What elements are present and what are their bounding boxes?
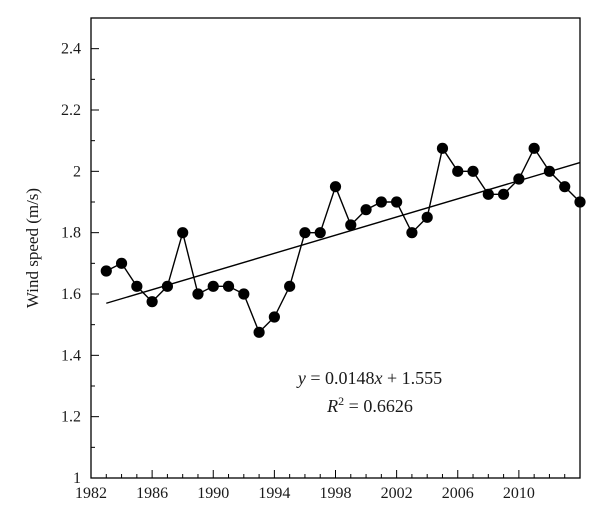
data-point bbox=[528, 142, 540, 154]
y-tick-label: 2 bbox=[73, 163, 81, 180]
y-axis-title: Wind speed (m/s) bbox=[23, 188, 42, 308]
data-point bbox=[482, 188, 494, 200]
data-point bbox=[222, 280, 235, 292]
data-point bbox=[574, 196, 586, 208]
r2-base: R bbox=[326, 396, 338, 416]
data-point bbox=[345, 219, 357, 231]
data-point bbox=[391, 196, 403, 208]
data-point bbox=[436, 142, 449, 154]
data-point bbox=[497, 188, 510, 200]
data-point bbox=[284, 280, 296, 292]
data-point bbox=[253, 326, 265, 338]
equation-lhs: y bbox=[296, 368, 306, 388]
data-point bbox=[161, 280, 174, 292]
y-tick-label: 1.4 bbox=[61, 347, 81, 364]
x-axis-ticks: 1982 1986 1990 1994 1998 2002 2006 2010 bbox=[75, 470, 581, 502]
y-tick-label: 2.4 bbox=[61, 41, 81, 58]
y-tick-label: 1 bbox=[73, 470, 81, 487]
r2-superscript: 2 bbox=[338, 394, 344, 408]
y-tick-label: 1.2 bbox=[61, 409, 81, 426]
data-point bbox=[192, 288, 204, 300]
x-tick-label: 1994 bbox=[258, 485, 290, 502]
data-point bbox=[131, 280, 143, 292]
equation-rhs: = 0.0148 bbox=[306, 368, 375, 388]
data-point bbox=[513, 173, 525, 185]
data-point bbox=[329, 181, 342, 193]
data-point bbox=[543, 165, 556, 177]
y-tick-label: 1.6 bbox=[61, 286, 81, 303]
data-point bbox=[207, 280, 219, 292]
data-point bbox=[299, 227, 311, 239]
data-point bbox=[314, 227, 326, 239]
y-tick-label: 2.2 bbox=[61, 102, 81, 119]
series-layer bbox=[100, 142, 586, 338]
y-tick-label: 1.8 bbox=[61, 225, 81, 242]
x-tick-label: 1998 bbox=[320, 485, 352, 502]
x-tick-label: 2002 bbox=[381, 485, 413, 502]
data-point bbox=[360, 204, 372, 216]
x-tick-label: 2010 bbox=[503, 485, 535, 502]
data-point bbox=[115, 257, 128, 269]
x-tick-label: 1986 bbox=[136, 485, 168, 502]
data-point bbox=[375, 196, 387, 208]
y-axis-ticks: 1 1.2 1.4 1.6 1.8 2 2.2 2.4 bbox=[61, 17, 99, 487]
x-tick-label: 2006 bbox=[442, 485, 474, 502]
data-point bbox=[452, 165, 464, 177]
regression-equation: y = 0.0148x + 1.555 bbox=[296, 368, 442, 388]
x-tick-label: 1982 bbox=[75, 485, 107, 502]
data-point bbox=[467, 165, 479, 177]
x-tick-label: 1990 bbox=[197, 485, 229, 502]
r2-rest: = 0.6626 bbox=[344, 396, 413, 416]
equation-tail: + 1.555 bbox=[383, 368, 443, 388]
data-point bbox=[100, 265, 112, 277]
data-point bbox=[238, 288, 250, 300]
data-point bbox=[406, 227, 418, 239]
equation-var: x bbox=[374, 368, 383, 388]
data-point bbox=[146, 296, 158, 308]
trendline bbox=[106, 161, 581, 304]
trendline-layer bbox=[106, 161, 581, 304]
r-squared: R2 = 0.6626 bbox=[326, 394, 413, 416]
data-point bbox=[421, 211, 433, 223]
data-point bbox=[559, 181, 571, 193]
series-line bbox=[105, 146, 581, 334]
data-point bbox=[268, 311, 280, 323]
data-point bbox=[177, 227, 189, 239]
